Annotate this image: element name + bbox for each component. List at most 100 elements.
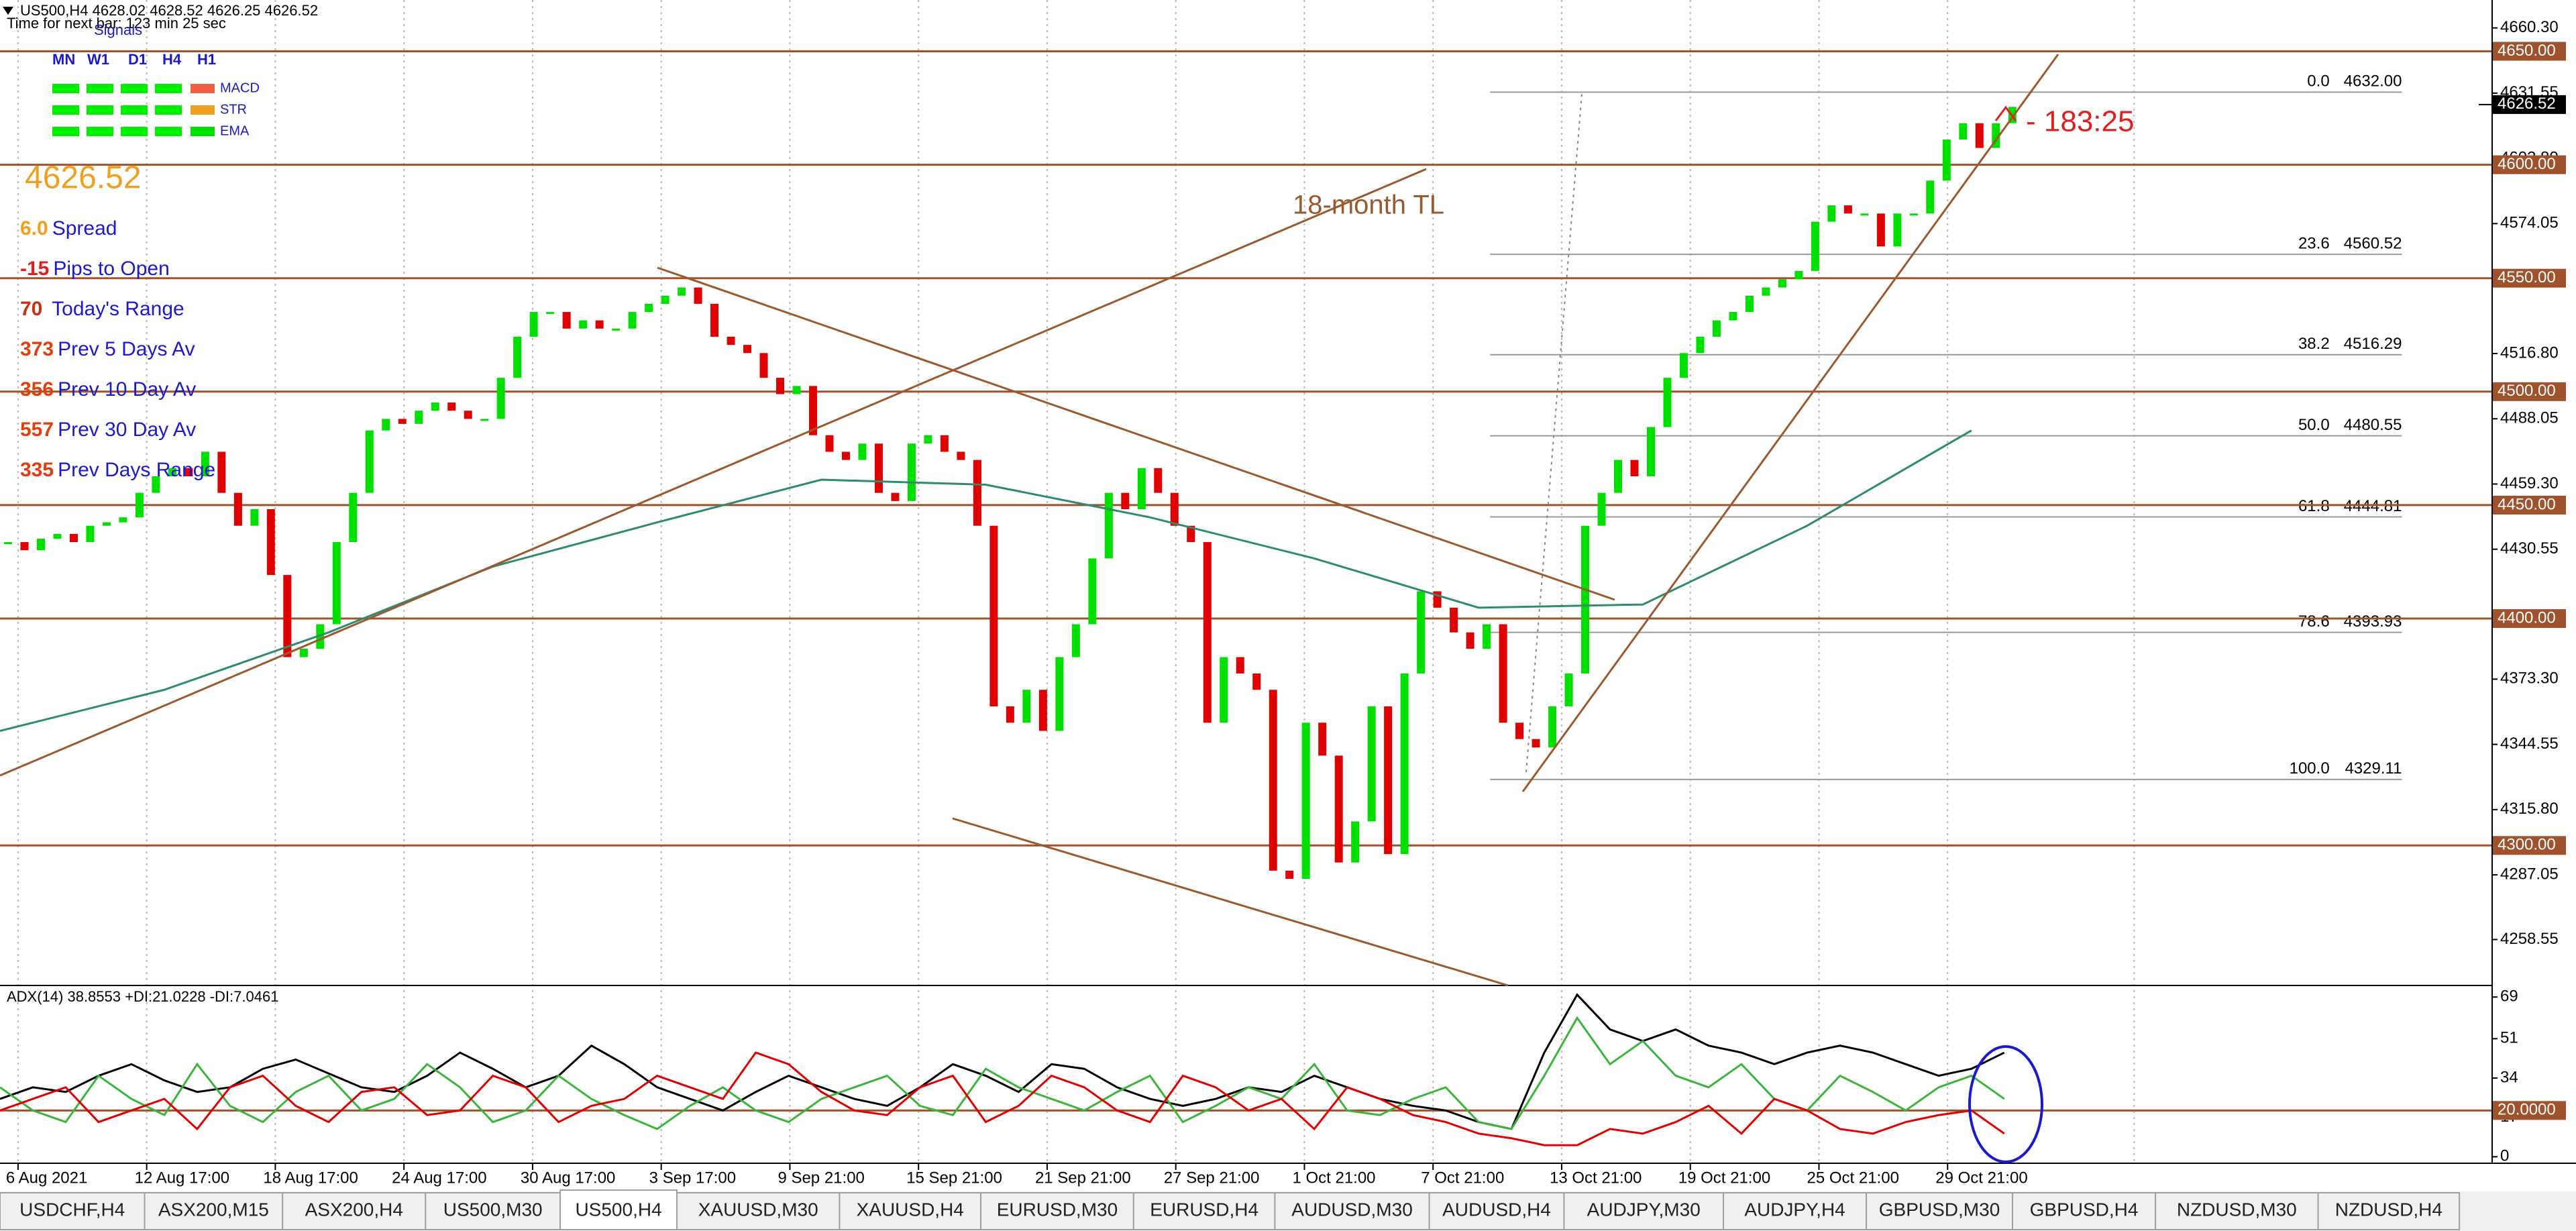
grid: 6 Aug 2021 12 Aug 17:00 18 Aug 17:00 24 Aug…	[6, 0, 2135, 1187]
candle	[250, 509, 259, 526]
candle	[628, 312, 637, 329]
candle	[710, 303, 719, 337]
level-label: 4400.00	[2498, 608, 2556, 627]
candle	[135, 492, 144, 518]
candle	[1975, 123, 1984, 148]
tab[interactable]	[2012, 1192, 2157, 1230]
level-label: 20.0000	[2498, 1101, 2556, 1119]
candle	[1696, 336, 1705, 354]
level-label: 4550.00	[2498, 268, 2556, 286]
tab[interactable]	[839, 1192, 982, 1230]
candle	[759, 353, 768, 378]
tab[interactable]	[1723, 1192, 1868, 1230]
tab-label[interactable]: AUDJPY,H4	[1744, 1199, 1845, 1220]
y-tick-label: 4287.05	[2500, 865, 2559, 883]
candle	[743, 345, 752, 354]
timeframe-label: W1	[87, 51, 109, 68]
candle	[464, 411, 472, 419]
tab-label[interactable]: NZDUSD,M30	[2177, 1199, 2297, 1220]
tab[interactable]	[2155, 1192, 2319, 1230]
candle	[1285, 870, 1294, 879]
trend-line	[657, 266, 1615, 601]
level-label-box	[2492, 268, 2566, 288]
tab-label[interactable]: US500,M30	[443, 1199, 543, 1220]
fib-ratio: 38.2	[2298, 335, 2330, 353]
info-text: Pips to Open	[53, 258, 169, 280]
tab-label[interactable]: GBPUSD,H4	[2030, 1199, 2139, 1220]
info-number: 356	[20, 378, 54, 400]
annotation-arrow	[1994, 105, 2017, 121]
candle	[365, 430, 374, 493]
candle	[1843, 205, 1852, 214]
tab-label[interactable]: XAUUSD,H4	[857, 1199, 964, 1220]
candle	[792, 386, 801, 394]
candle	[1647, 427, 1655, 476]
signal-bar	[87, 84, 113, 93]
tab-label[interactable]: NZDUSD,H4	[2335, 1199, 2443, 1220]
x-tick-label: 27 Sep 21:00	[1164, 1169, 1260, 1187]
candle	[546, 312, 555, 315]
current-price-box	[2492, 95, 2566, 114]
candle	[1384, 706, 1393, 855]
tab-label[interactable]: AUDUSD,H4	[1442, 1199, 1551, 1220]
tab-label[interactable]: AUDUSD,M30	[1291, 1199, 1412, 1220]
tab-label[interactable]: US500,H4	[575, 1199, 661, 1220]
tab-label[interactable]: USDCHF,H4	[19, 1199, 125, 1220]
indicator-line	[0, 1016, 2005, 1130]
candle	[102, 522, 111, 526]
tab[interactable]	[282, 1192, 427, 1230]
collapse-arrow[interactable]	[3, 7, 13, 15]
candle	[595, 320, 604, 329]
tab[interactable]	[144, 1192, 284, 1230]
annotation: 18-month TL	[1293, 191, 1444, 220]
tab-label[interactable]: EURUSD,M30	[997, 1199, 1118, 1220]
tab-label[interactable]: GBPUSD,M30	[1879, 1199, 2000, 1220]
tab[interactable]	[1274, 1192, 1430, 1230]
tab-label[interactable]: ASX200,H4	[305, 1199, 403, 1220]
candle	[841, 451, 850, 460]
tab-label[interactable]: AUDJPY,M30	[1587, 1199, 1701, 1220]
price-display: 4626.52	[25, 160, 142, 196]
y-tick-label: 51	[2500, 1029, 2518, 1047]
tab-label[interactable]: ASX200,M15	[158, 1199, 269, 1220]
candle	[957, 451, 965, 460]
signal-bar	[52, 84, 79, 93]
signal-bar	[191, 127, 215, 136]
info-row: 6.0 Spread	[20, 217, 117, 239]
candle	[316, 624, 325, 649]
tab-label[interactable]: EURUSD,H4	[1150, 1199, 1258, 1220]
indicator-label: EMA	[220, 123, 250, 138]
candle	[1745, 295, 1754, 313]
candle	[727, 336, 735, 345]
level-label-box	[2492, 609, 2566, 629]
candle	[1104, 492, 1113, 559]
tab[interactable]	[1866, 1192, 2014, 1230]
candle	[299, 649, 308, 657]
candle	[1187, 525, 1195, 543]
candle	[1909, 213, 1918, 216]
info-number: 373	[20, 338, 54, 360]
tab[interactable]	[980, 1192, 1134, 1230]
candle	[4, 542, 12, 545]
candle	[1088, 558, 1097, 625]
tab[interactable]	[425, 1192, 561, 1230]
signal-bar	[155, 105, 182, 115]
x-tick-label: 6 Aug 2021	[6, 1169, 87, 1187]
tab[interactable]	[1563, 1192, 1725, 1230]
info-row: 70 Today's Range	[20, 298, 184, 320]
tab[interactable]	[559, 1189, 678, 1230]
tab[interactable]	[2317, 1192, 2461, 1230]
tab[interactable]	[1132, 1192, 1276, 1230]
candle	[694, 287, 702, 304]
y-tick-label: 4258.55	[2500, 930, 2559, 948]
tab[interactable]	[0, 1192, 146, 1230]
candle	[168, 468, 176, 476]
tab-label[interactable]: XAUUSD,M30	[698, 1199, 818, 1220]
candle	[1614, 460, 1623, 493]
fib-ratio: 100.0	[2290, 759, 2330, 778]
candle	[1038, 690, 1047, 731]
info-number: 557	[20, 419, 54, 441]
candle	[1663, 378, 1672, 427]
